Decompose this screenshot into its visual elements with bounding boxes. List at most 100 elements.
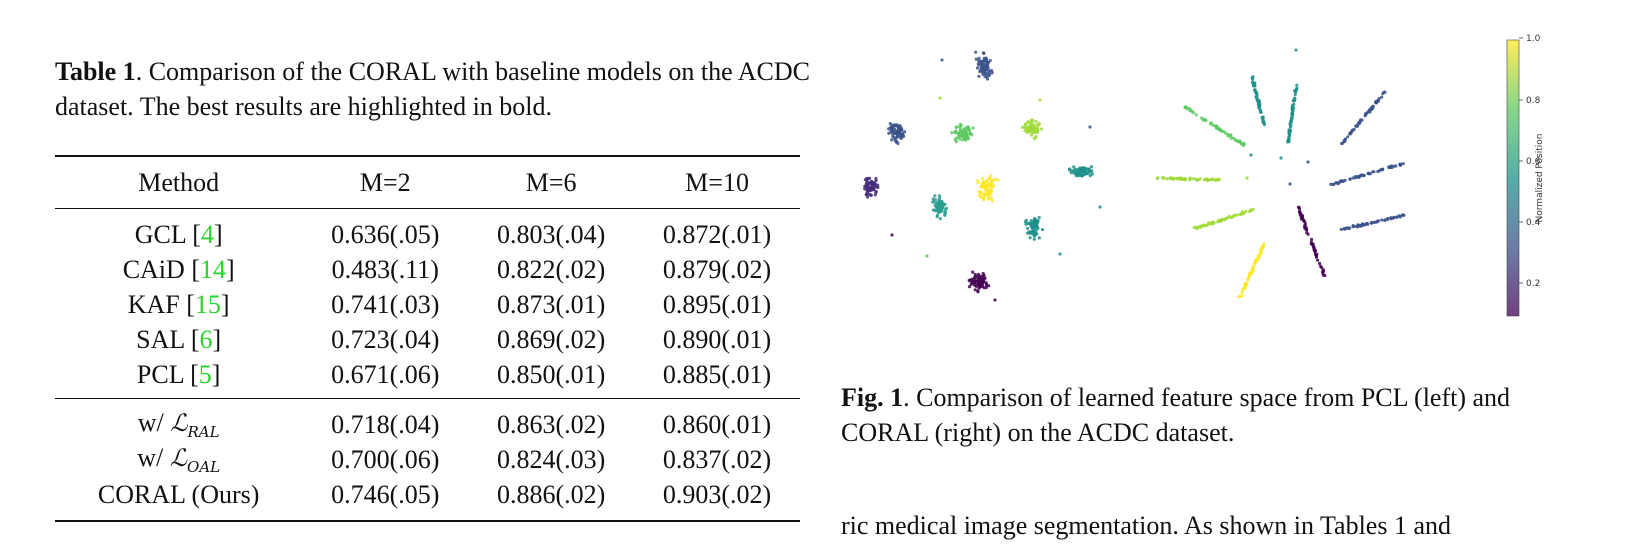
value-m6: 0.824(.03): [496, 444, 606, 474]
coral-point: [1261, 115, 1265, 119]
coral-scatter-plot: [1155, 48, 1406, 299]
coral-point: [1249, 208, 1253, 212]
coral-point: [1250, 80, 1255, 84]
pcl-point: [1083, 172, 1088, 176]
coral-point: [1240, 294, 1244, 298]
pcl-point: [925, 254, 929, 258]
pcl-point: [1023, 129, 1027, 133]
header-m6: M=6: [525, 167, 577, 197]
citation-link[interactable]: 14: [199, 254, 226, 284]
pcl-scatter-plot: [863, 50, 1102, 302]
pcl-point: [1087, 167, 1091, 171]
pcl-point: [1030, 226, 1034, 230]
pcl-point: [980, 282, 984, 286]
table-row-ours: CORAL (Ours) 0.746(.05) 0.886(.02) 0.903(.0…: [55, 477, 800, 521]
pcl-point: [868, 176, 872, 180]
coral-point: [1369, 221, 1373, 225]
colorbar-tick-label: 0.6: [1526, 157, 1541, 167]
pcl-point: [988, 72, 992, 76]
citation-link[interactable]: 4: [200, 219, 214, 249]
best-value-m6: 0.886(.02): [496, 479, 606, 509]
coral-point: [1398, 162, 1402, 166]
coral-point: [1175, 176, 1179, 181]
pcl-point: [934, 204, 939, 208]
coral-point: [1380, 218, 1384, 222]
pcl-point: [971, 126, 975, 130]
coral-point: [1289, 122, 1293, 126]
coral-point: [1208, 222, 1212, 226]
coral-point: [1216, 178, 1220, 182]
pcl-point: [957, 134, 961, 138]
pcl-point: [876, 185, 880, 190]
figure-caption-label: Fig. 1: [841, 383, 904, 412]
pcl-point: [981, 271, 985, 276]
table-row: w/ ℒOAL 0.700(.06) 0.824(.03) 0.837(.02): [55, 442, 800, 477]
coral-point: [1339, 227, 1343, 231]
coral-point: [1358, 119, 1362, 123]
coral-point: [1289, 119, 1293, 123]
loss-letter: ℒ: [169, 444, 188, 473]
coral-point: [1191, 111, 1195, 115]
pcl-point: [981, 59, 985, 63]
value-m6: 0.850(.01): [496, 359, 606, 389]
method-cell: w/ ℒRAL: [55, 399, 302, 443]
coral-point: [1348, 132, 1352, 136]
value-m10: 0.872(.01): [662, 219, 772, 249]
pcl-point: [1033, 231, 1038, 235]
coral-point: [1220, 129, 1224, 133]
value-m10: 0.860(.01): [662, 409, 772, 439]
pcl-point: [973, 280, 977, 284]
pcl-point: [985, 65, 989, 69]
value-m2: 0.636(.05): [331, 219, 440, 249]
coral-point: [1255, 91, 1259, 95]
pcl-point: [1034, 120, 1038, 124]
coral-point: [1291, 106, 1295, 110]
coral-point: [1192, 225, 1196, 230]
pcl-point: [985, 180, 989, 184]
citation-link[interactable]: 6: [199, 324, 213, 354]
method-cell: PCL [5]: [136, 359, 221, 389]
pcl-point: [943, 208, 947, 212]
pcl-point: [979, 67, 983, 71]
coral-point: [1302, 218, 1306, 222]
pcl-point: [984, 282, 988, 286]
pcl-point: [1033, 136, 1037, 140]
pcl-point: [954, 136, 958, 140]
pcl-point: [974, 50, 978, 54]
coral-point: [1237, 295, 1241, 299]
coral-point: [1305, 231, 1309, 235]
value-m6: 0.869(.02): [496, 324, 606, 354]
colorbar-tick-label: 0.4: [1526, 218, 1541, 228]
pcl-point: [977, 56, 981, 60]
citation-link[interactable]: 5: [198, 359, 212, 389]
coral-point: [1401, 213, 1405, 217]
loss-subscript: RAL: [187, 422, 220, 441]
colorbar-tick-label: 1.0: [1526, 34, 1541, 44]
method-cell: GCL [4]: [134, 219, 223, 249]
coral-point: [1255, 94, 1259, 98]
coral-point: [1211, 177, 1215, 181]
table-row: KAF [15] 0.741(.03) 0.873(.01) 0.895(.01): [55, 287, 800, 322]
coral-point: [1206, 178, 1210, 182]
coral-point: [1256, 257, 1260, 261]
pcl-point: [1058, 252, 1062, 256]
coral-point: [1247, 275, 1251, 279]
coral-point: [1204, 118, 1208, 123]
coral-point: [1319, 264, 1323, 268]
citation-link[interactable]: 15: [194, 289, 221, 319]
pcl-point: [1082, 168, 1086, 173]
pcl-point: [1037, 123, 1041, 127]
method-name: GCL: [134, 219, 186, 249]
value-m6: 0.822(.02): [496, 254, 606, 284]
pcl-point: [943, 211, 947, 215]
coral-point: [1293, 96, 1297, 100]
pcl-point: [986, 60, 990, 65]
method-cell: CORAL (Ours): [97, 479, 260, 509]
pcl-point: [1080, 166, 1084, 170]
coral-point: [1251, 77, 1255, 81]
pcl-point: [1037, 216, 1041, 220]
coral-point: [1389, 216, 1393, 220]
coral-point: [1300, 214, 1304, 218]
value-m2: 0.700(.06): [331, 444, 440, 474]
pcl-point: [969, 132, 973, 136]
